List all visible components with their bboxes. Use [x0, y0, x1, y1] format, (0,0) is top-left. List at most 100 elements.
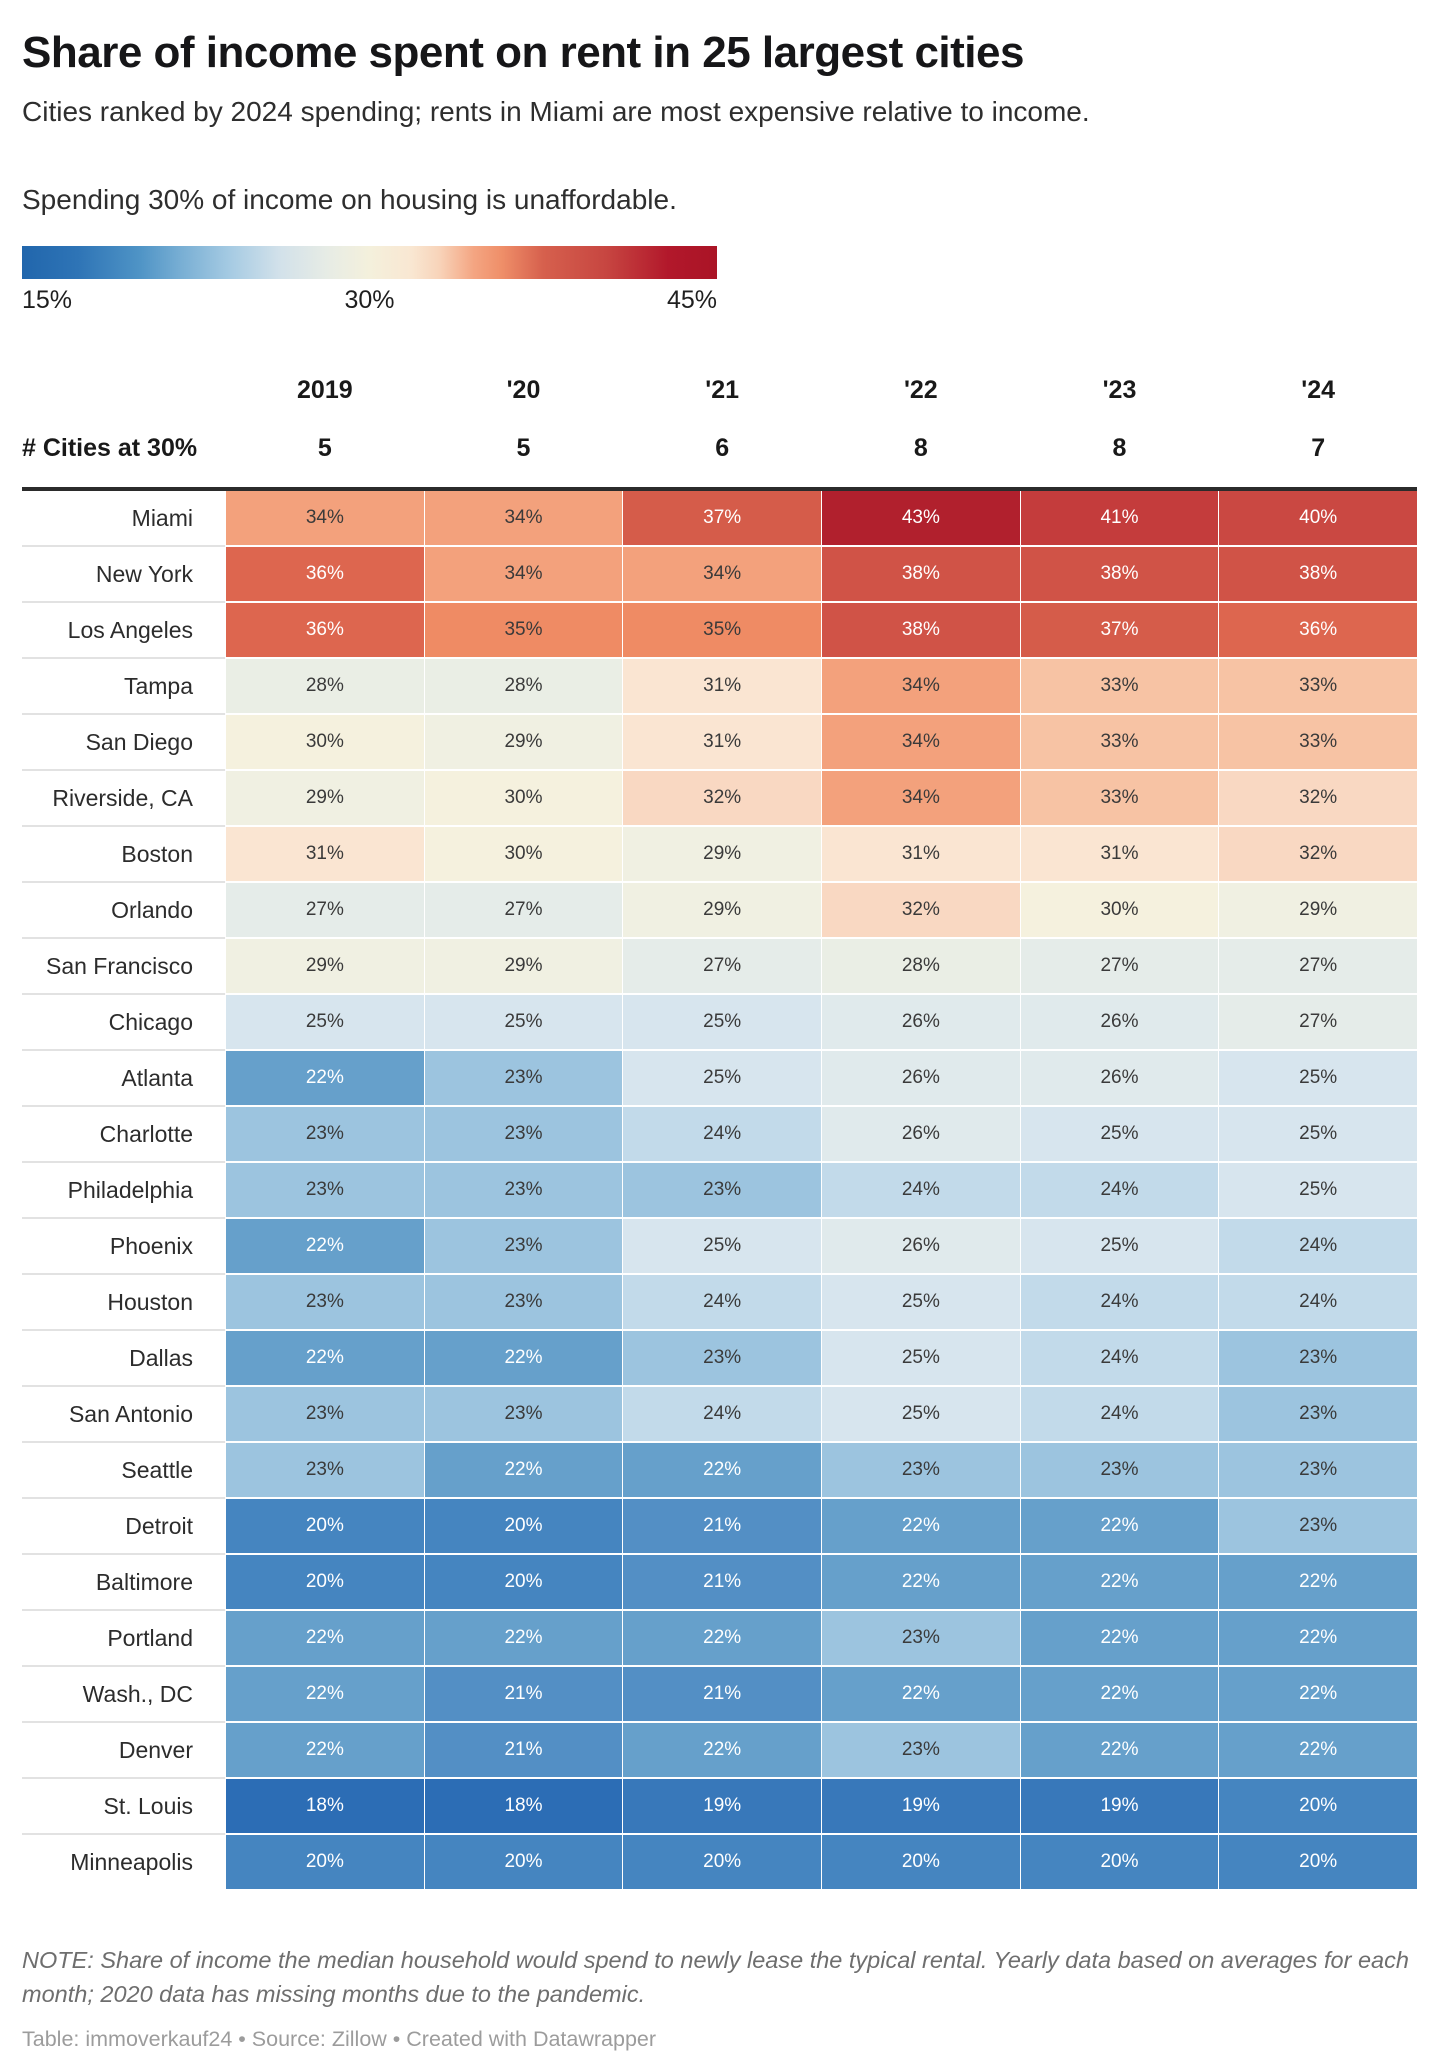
city-label: Philadelphia [22, 1163, 225, 1219]
heatmap-cell: 25% [623, 1051, 821, 1105]
city-label: Atlanta [22, 1051, 225, 1107]
year-header: '23 [1102, 376, 1137, 404]
heatmap-cell: 18% [226, 1779, 424, 1833]
city-label: Miami [22, 491, 225, 547]
heatmap-cell: 26% [1020, 995, 1219, 1049]
heatmap-cell: 31% [623, 715, 821, 769]
cities-at-30-count: 7 [1311, 434, 1326, 462]
heatmap-cell: 25% [1020, 1219, 1219, 1273]
heatmap-cell: 33% [1020, 659, 1219, 713]
city-label: Riverside, CA [22, 771, 225, 827]
year-header: 2019 [297, 376, 353, 404]
color-scale-labels: 15% 30% 45% [22, 285, 717, 317]
cities-at-30-row: # Cities at 30% 5 5 6 8 8 7 [22, 433, 1417, 463]
heatmap-cell: 24% [822, 1163, 1020, 1217]
heatmap-cell: 23% [424, 1163, 623, 1217]
heatmap-cell: 20% [1020, 1835, 1219, 1889]
city-label: New York [22, 547, 225, 603]
scale-max-label: 45% [666, 286, 717, 314]
heatmap-cell: 30% [1020, 883, 1219, 937]
city-label: Portland [22, 1611, 225, 1667]
heatmap-cell: 32% [822, 883, 1020, 937]
heatmap-cell: 32% [1219, 771, 1417, 825]
heatmap-cell: 22% [822, 1555, 1020, 1609]
heatmap-cell: 28% [822, 939, 1020, 993]
cities-at-30-label: # Cities at 30% [22, 434, 198, 462]
heatmap-cell: 23% [822, 1723, 1020, 1777]
heatmap-cell: 22% [822, 1667, 1020, 1721]
city-label: San Diego [22, 715, 225, 771]
heatmap-cell: 29% [623, 827, 821, 881]
heatmap-grid: Miami 34% 34% 37% 43% 41% 40% New York 36% 34% 34%… [22, 487, 1417, 1889]
heatmap-cell: 24% [1219, 1275, 1417, 1329]
heatmap-cell: 22% [1020, 1723, 1219, 1777]
year-header-row: 2019 '20 '21 '22 '23 '24 [22, 375, 1417, 405]
heatmap-cell: 26% [822, 1051, 1020, 1105]
heatmap-cell: 24% [623, 1387, 821, 1441]
heatmap-cell: 31% [822, 827, 1020, 881]
heatmap-cell: 37% [1020, 603, 1219, 657]
heatmap-cell: 34% [822, 715, 1020, 769]
heatmap-cell: 25% [1219, 1163, 1417, 1217]
heatmap-cell: 34% [822, 659, 1020, 713]
heatmap-cell: 36% [226, 547, 424, 601]
chart-subtitle: Cities ranked by 2024 spending; rents in… [22, 96, 1090, 127]
heatmap-cell: 22% [1219, 1667, 1417, 1721]
heatmap-cell: 27% [1219, 939, 1417, 993]
heatmap-cell: 21% [623, 1555, 821, 1609]
heatmap-cell: 23% [424, 1051, 623, 1105]
heatmap-cell: 38% [822, 603, 1020, 657]
heatmap-cell: 38% [1219, 547, 1417, 601]
scale-mid-label: 30% [344, 286, 395, 314]
heatmap-cell: 35% [623, 603, 821, 657]
heatmap-cell: 27% [424, 883, 623, 937]
page-title: Share of income spent on rent in 25 larg… [22, 28, 1024, 77]
heatmap-cell: 23% [226, 1163, 424, 1217]
heatmap-cell: 23% [822, 1611, 1020, 1665]
city-label: Denver [22, 1723, 225, 1779]
heatmap-cell: 22% [623, 1723, 821, 1777]
heatmap-cell: 36% [226, 603, 424, 657]
heatmap-cell: 25% [1219, 1107, 1417, 1161]
heatmap-cell: 23% [226, 1275, 424, 1329]
city-label: Seattle [22, 1443, 225, 1499]
heatmap-cell: 22% [1219, 1611, 1417, 1665]
heatmap-cell: 33% [1020, 771, 1219, 825]
city-label: Minneapolis [22, 1835, 225, 1889]
heatmap-cell: 22% [1020, 1499, 1219, 1553]
heatmap-cell: 40% [1219, 491, 1417, 545]
heatmap-cell: 20% [424, 1555, 623, 1609]
heatmap-cell: 23% [1020, 1443, 1219, 1497]
heatmap-cell: 20% [226, 1499, 424, 1553]
heatmap-cell: 29% [226, 939, 424, 993]
heatmap-cell: 23% [1219, 1331, 1417, 1385]
heatmap-cell: 22% [226, 1611, 424, 1665]
chart-credit: Table: immoverkauf24 • Source: Zillow • … [22, 2027, 657, 2051]
heatmap-cell: 23% [623, 1331, 821, 1385]
heatmap-cell: 22% [1219, 1555, 1417, 1609]
city-label: Chicago [22, 995, 225, 1051]
heatmap-cell: 33% [1020, 715, 1219, 769]
heatmap-cell: 22% [424, 1443, 623, 1497]
heatmap-cell: 21% [424, 1723, 623, 1777]
heatmap-cell: 24% [1020, 1387, 1219, 1441]
city-label: Baltimore [22, 1555, 225, 1611]
color-scale-gradient-bar [22, 246, 717, 279]
city-label: San Antonio [22, 1387, 225, 1443]
year-header: '24 [1301, 376, 1336, 404]
heatmap-cell: 30% [226, 715, 424, 769]
heatmap-cell: 23% [226, 1387, 424, 1441]
heatmap-cell: 24% [1219, 1219, 1417, 1273]
heatmap-cell: 22% [623, 1611, 821, 1665]
heatmap-cell: 41% [1020, 491, 1219, 545]
cities-at-30-count: 5 [317, 434, 332, 462]
heatmap-cell: 20% [1219, 1835, 1417, 1889]
heatmap-cell: 24% [1020, 1331, 1219, 1385]
heatmap-cell: 21% [623, 1667, 821, 1721]
heatmap-cell: 30% [424, 771, 623, 825]
heatmap-cell: 33% [1219, 715, 1417, 769]
city-label: Charlotte [22, 1107, 225, 1163]
heatmap-cell: 29% [623, 883, 821, 937]
heatmap-cell: 34% [424, 491, 623, 545]
city-label: St. Louis [22, 1779, 225, 1835]
